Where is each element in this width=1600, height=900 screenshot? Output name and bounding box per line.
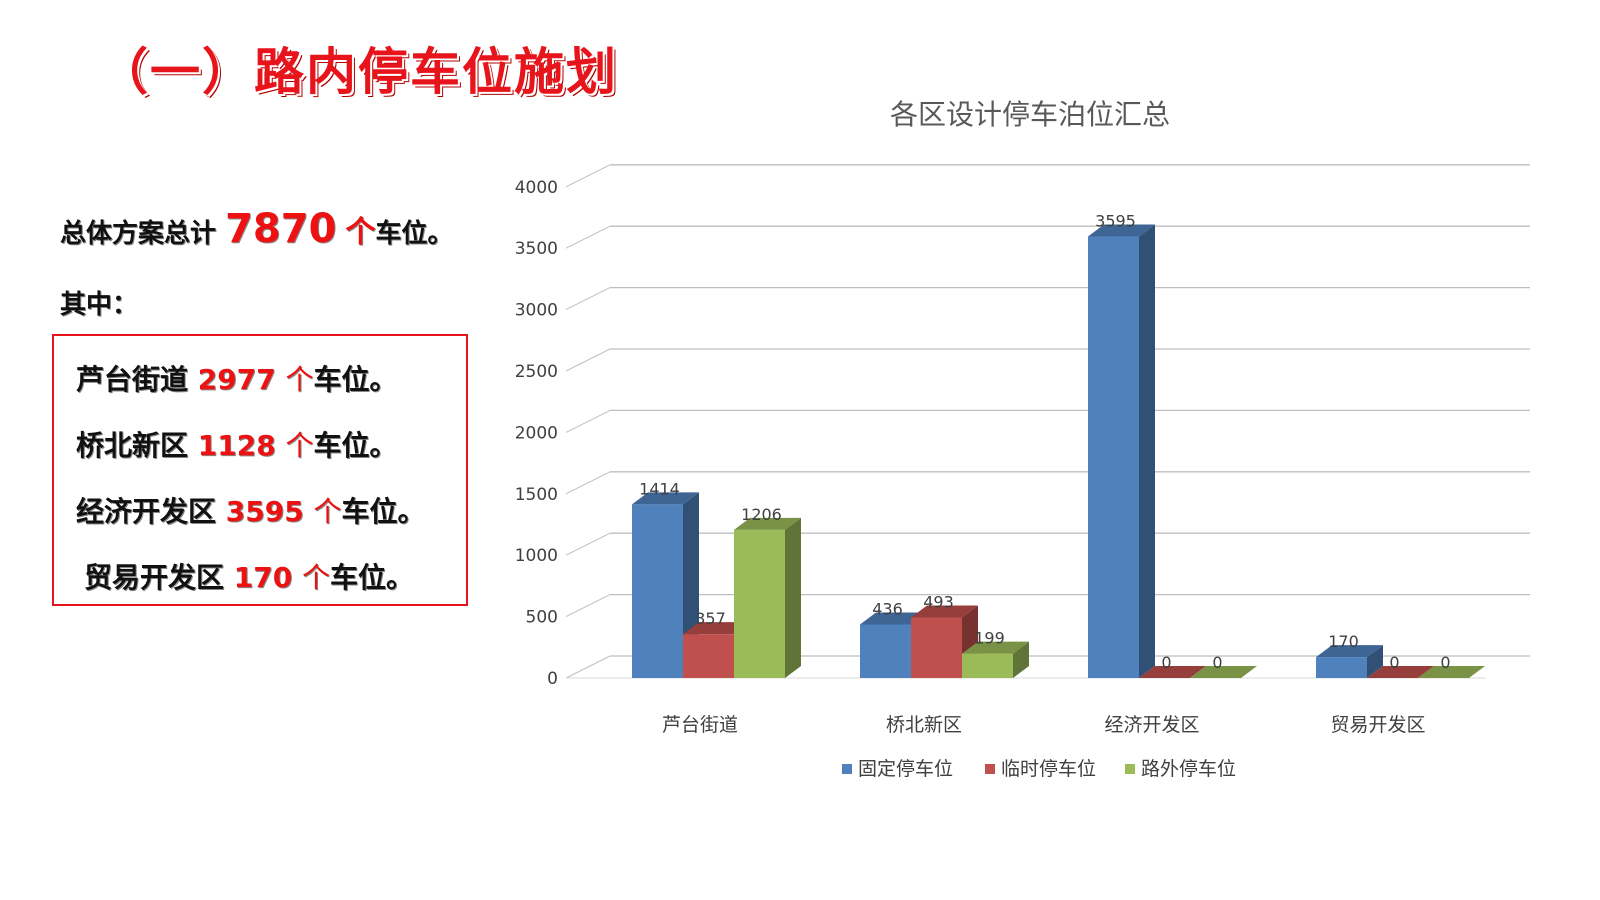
bar-side (1013, 641, 1029, 678)
y-tick-label: 1000 (515, 546, 558, 566)
x-tick-label: 贸易开发区 (1330, 714, 1425, 736)
bar-top (1367, 666, 1434, 678)
gridline-diagonal (565, 594, 611, 618)
legend-label: 路外停车位 (1141, 758, 1236, 780)
district-unit: 个 (285, 363, 314, 396)
district-line: 桥北新区 1128 个车位。 (76, 424, 397, 464)
bar (911, 617, 962, 678)
district-line: 贸易开发区 170 个车位。 (84, 556, 414, 596)
bar (683, 634, 734, 678)
bar-top (734, 517, 801, 530)
bar-top (1418, 666, 1485, 678)
district-unit: 个 (285, 429, 314, 462)
bar-side (1139, 224, 1155, 678)
x-tick-label: 芦台街道 (662, 714, 738, 736)
district-name: 贸易开发区 (84, 561, 225, 594)
bar (734, 529, 785, 678)
y-tick-label: 0 (547, 669, 558, 689)
bar-top (632, 492, 699, 505)
bar-top (1088, 224, 1155, 237)
bar (1088, 236, 1139, 678)
data-label: 3595 (1095, 212, 1136, 231)
y-tick-label: 3500 (515, 239, 558, 259)
legend-swatch (842, 764, 852, 774)
district-name: 经济开发区 (76, 495, 217, 528)
data-label: 0 (1161, 653, 1171, 672)
x-tick-label: 经济开发区 (1104, 714, 1199, 736)
summary-total: 7870 (225, 206, 337, 252)
district-name: 桥北新区 (76, 429, 189, 462)
district-unit: 个 (313, 495, 342, 528)
data-label: 1414 (639, 479, 680, 498)
bar-top (860, 612, 927, 625)
legend-swatch (985, 764, 995, 774)
data-label: 436 (872, 599, 903, 618)
chart-title: 各区设计停车泊位汇总 (890, 98, 1170, 131)
district-suffix: 车位。 (329, 561, 414, 594)
y-tick-label: 1500 (515, 485, 558, 505)
district-line: 芦台街道 2977 个车位。 (76, 358, 397, 398)
bar (860, 624, 911, 678)
district-name: 芦台街道 (76, 363, 189, 396)
data-label: 1206 (741, 505, 782, 524)
y-tick-label: 2000 (515, 423, 558, 443)
gridline-diagonal (565, 655, 611, 679)
y-tick-label: 2500 (515, 362, 558, 382)
legend-label: 固定停车位 (858, 758, 953, 780)
legend-label: 临时停车位 (1001, 758, 1096, 780)
gridline-diagonal (565, 225, 611, 249)
gridline-diagonal (565, 348, 611, 372)
data-label: 357 (695, 609, 726, 628)
district-count: 170 (233, 561, 293, 594)
data-label: 199 (974, 629, 1005, 648)
bar-top (962, 641, 1029, 654)
bar-top (683, 622, 750, 635)
total-summary: 总体方案总计 7870 个车位。 (60, 206, 453, 252)
y-tick-label: 3000 (515, 301, 558, 321)
gridline-diagonal (565, 471, 611, 495)
district-count: 3595 (225, 495, 304, 528)
gridline-diagonal (565, 532, 611, 556)
district-unit: 个 (301, 561, 330, 594)
y-tick-label: 4000 (515, 178, 558, 198)
district-line: 经济开发区 3595 个车位。 (76, 490, 425, 530)
y-tick-label: 500 (526, 608, 558, 628)
gridline-diagonal (565, 287, 611, 311)
summary-suffix: 车位。 (375, 219, 454, 249)
district-suffix: 车位。 (313, 429, 398, 462)
bar (962, 653, 1013, 678)
summary-unit: 个 (345, 215, 376, 250)
bar-side (1367, 645, 1383, 678)
district-suffix: 车位。 (341, 495, 426, 528)
gridline-diagonal (565, 409, 611, 433)
bar (1316, 657, 1367, 678)
bar-top (1190, 666, 1257, 678)
data-label: 493 (923, 592, 954, 611)
bar (632, 504, 683, 678)
data-label: 0 (1212, 653, 1222, 672)
bar-top (1139, 666, 1206, 678)
legend-swatch (1125, 764, 1135, 774)
data-label: 0 (1440, 653, 1450, 672)
data-label: 0 (1389, 653, 1399, 672)
bar-top (911, 605, 978, 618)
among-label: 其中： (60, 290, 139, 320)
slide-title: （一）路内停车位施划 (98, 43, 618, 101)
district-breakdown-box (52, 334, 468, 606)
summary-prefix: 总体方案总计 (60, 219, 217, 249)
district-count: 1128 (197, 429, 276, 462)
district-suffix: 车位。 (313, 363, 398, 396)
bar-side (785, 517, 801, 678)
bar-top (1316, 645, 1383, 658)
gridline-diagonal (565, 164, 611, 188)
x-tick-label: 桥北新区 (886, 714, 962, 736)
data-label: 170 (1328, 632, 1359, 651)
district-count: 2977 (197, 363, 276, 396)
